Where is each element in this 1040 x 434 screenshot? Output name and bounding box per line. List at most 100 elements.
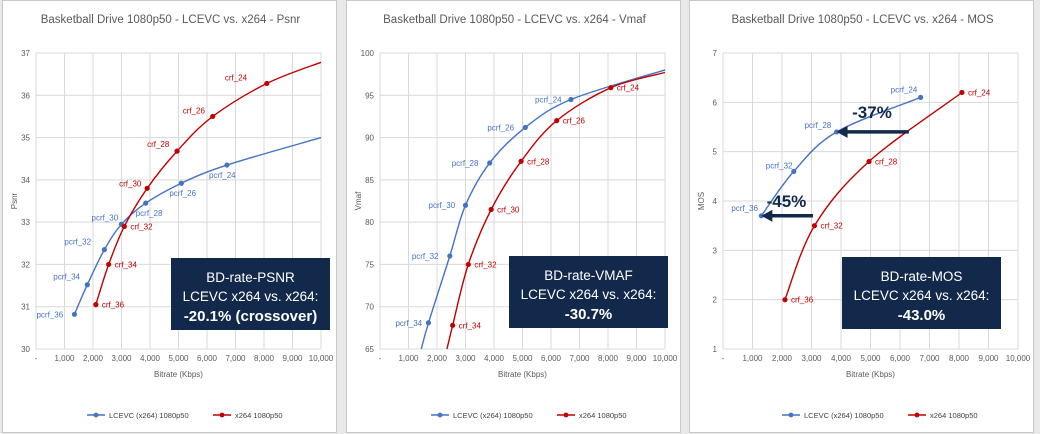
y-axis-label: Psnr	[10, 192, 19, 209]
data-point-label: pcrf_30	[429, 201, 456, 210]
x-tick-label: 8,000	[254, 354, 275, 363]
y-tick-label: 31	[21, 303, 30, 312]
data-point-label: crf_26	[183, 106, 206, 115]
data-point	[101, 247, 107, 253]
legend-label: x264 1080p50	[235, 411, 283, 420]
data-point-label: pcrf_24	[535, 96, 562, 105]
data-point-label: pcrf_36	[731, 204, 758, 213]
data-point-label: pcrf_26	[487, 123, 514, 132]
x-tick-label: 9,000	[282, 354, 303, 363]
y-tick-label: 1	[713, 345, 718, 354]
x-tick-label: 2,000	[427, 354, 448, 363]
y-tick-label: 34	[21, 176, 30, 185]
x-tick-label: 6,000	[197, 354, 218, 363]
data-point-label: crf_30	[497, 205, 520, 214]
bd-rate-box-mos: BD-rate-MOS LCEVC x264 vs. x264: -43.0%	[842, 257, 1001, 329]
series-line-lcevc	[760, 96, 921, 217]
legend-swatch-marker	[788, 412, 794, 418]
x-tick-label: 9,000	[978, 354, 999, 363]
y-tick-label: 35	[21, 134, 30, 143]
x-tick-label: 5,000	[512, 354, 533, 363]
chart-title: Basketball Drive 1080p50 - LCEVC vs. x26…	[41, 14, 301, 26]
data-point	[93, 302, 99, 308]
y-tick-label: 90	[365, 134, 374, 143]
data-point-label: pcrf_34	[395, 319, 422, 328]
data-point-label: crf_34	[459, 321, 482, 330]
data-point	[450, 322, 456, 328]
series-line-x264	[95, 61, 322, 305]
legend-swatch-marker	[219, 412, 225, 418]
data-point	[462, 202, 469, 208]
data-point-label: pcrf_24	[209, 171, 236, 180]
bd-rate-title: BD-rate-VMAF	[544, 268, 633, 283]
y-tick-label: 65	[365, 345, 374, 354]
y-tick-label: 37	[21, 49, 30, 58]
x-tick-label: 10,000	[1006, 354, 1031, 363]
y-tick-label: 30	[21, 345, 30, 354]
x-tick-label: 7,000	[569, 354, 590, 363]
data-point	[811, 223, 818, 229]
data-point	[488, 206, 494, 213]
y-tick-label: 75	[365, 260, 374, 269]
data-point	[71, 311, 78, 317]
x-tick-label: 4,000	[831, 354, 852, 363]
bd-rate-comparison: LCEVC x264 vs. x264:	[853, 288, 990, 303]
data-point-label: crf_36	[102, 301, 125, 310]
x-tick-label: 7,000	[919, 354, 940, 363]
arrow-head-icon	[836, 125, 848, 138]
data-point-label: pcrf_36	[36, 310, 63, 319]
y-tick-label: 100	[361, 49, 375, 58]
data-point	[210, 113, 216, 120]
data-point	[959, 89, 965, 96]
x-tick-label: 1,000	[54, 354, 75, 363]
data-point-label: crf_24	[617, 84, 640, 93]
y-tick-label: 6	[713, 98, 718, 107]
data-point	[918, 94, 924, 100]
x-tick-label: -	[35, 354, 38, 363]
data-point-label: crf_28	[527, 157, 550, 166]
data-point-label: crf_24	[225, 73, 248, 82]
vmaf-chart: Basketball Drive 1080p50 - LCEVC vs. x26…	[354, 14, 678, 420]
legend-label: LCEVC (x264) 1080p50	[804, 411, 884, 420]
chart-panel-psnr: Basketball Drive 1080p50 - LCEVC vs. x26…	[2, 0, 337, 433]
psnr-chart: Basketball Drive 1080p50 - LCEVC vs. x26…	[10, 14, 334, 420]
y-tick-label: 5	[713, 148, 718, 157]
data-point-label: pcrf_24	[891, 85, 918, 94]
data-point	[121, 223, 127, 229]
x-tick-label: 2,000	[772, 354, 793, 363]
x-tick-label: 6,000	[541, 354, 562, 363]
y-axis-label: MOS	[697, 192, 706, 210]
data-point	[84, 282, 90, 288]
y-tick-label: 95	[365, 91, 374, 100]
x-tick-label: 5,000	[860, 354, 881, 363]
bd-rate-title: BD-rate-PSNR	[206, 270, 295, 285]
data-point-label: crf_28	[875, 158, 898, 167]
data-point-label: crf_36	[791, 296, 814, 305]
data-point-label: pcrf_26	[169, 189, 196, 198]
chart-title: Basketball Drive 1080p50 - LCEVC vs. x26…	[731, 14, 993, 26]
y-tick-label: 32	[21, 260, 30, 269]
data-point-label: crf_32	[130, 222, 153, 231]
bd-rate-value: -43.0%	[897, 307, 946, 324]
data-point	[224, 162, 230, 168]
y-tick-label: 36	[21, 91, 30, 100]
bd-rate-arrow-label: -37%	[852, 103, 892, 122]
legend-label: x264 1080p50	[930, 411, 978, 420]
x-tick-label: 10,000	[309, 354, 334, 363]
data-point	[106, 261, 112, 268]
bd-rate-box-psnr: BD-rate-PSNR LCEVC x264 vs. x264: -20.1%…	[171, 258, 330, 330]
data-point-label: pcrf_34	[53, 273, 80, 282]
data-point-label: crf_24	[968, 88, 991, 97]
bd-rate-value: -30.7%	[564, 306, 613, 323]
x-tick-label: 3,000	[455, 354, 476, 363]
x-tick-label: 8,000	[598, 354, 619, 363]
mos-chart: Basketball Drive 1080p50 - LCEVC vs. x26…	[697, 14, 1031, 420]
data-point	[487, 160, 493, 166]
x-tick-label: 3,000	[801, 354, 822, 363]
data-point-label: pcrf_28	[136, 209, 163, 218]
data-point	[465, 261, 471, 268]
x-tick-label: 2,000	[83, 354, 104, 363]
data-point-label: crf_30	[119, 179, 142, 188]
data-point	[522, 124, 528, 131]
bd-rate-box-vmaf: BD-rate-VMAF LCEVC x264 vs. x264: -30.7%	[509, 256, 668, 328]
